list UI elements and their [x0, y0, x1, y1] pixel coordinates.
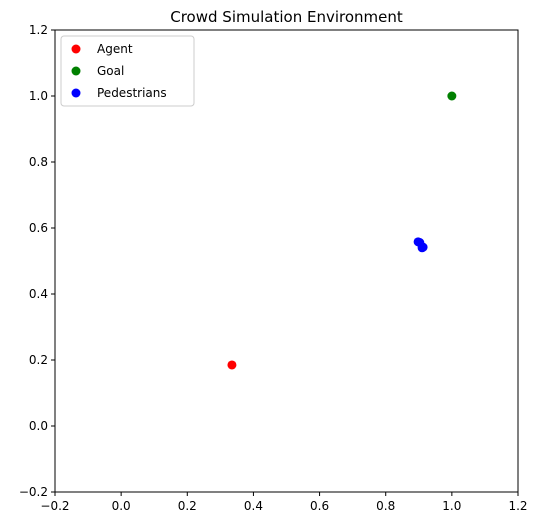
x-tick-label: 0.4	[244, 499, 263, 513]
agent-point	[227, 360, 237, 370]
y-tick-label: 0.6	[29, 221, 48, 235]
legend-label-goal: Goal	[97, 64, 124, 78]
goal-point	[447, 91, 457, 101]
series-goal	[447, 91, 457, 101]
data-points	[227, 91, 457, 370]
y-tick-label: 1.0	[29, 89, 48, 103]
x-tick-label: 0.6	[310, 499, 329, 513]
y-tick-label: 1.2	[29, 23, 48, 37]
x-axis: −0.2 0.0 0.2 0.4 0.6 0.8 1.0 1.2	[40, 492, 528, 513]
legend-marker-pedestrians	[71, 88, 81, 98]
legend-label-pedestrians: Pedestrians	[97, 86, 167, 100]
legend-marker-goal	[71, 66, 81, 76]
x-tick-label: −0.2	[40, 499, 69, 513]
pedestrians-point	[418, 242, 428, 252]
x-tick-label: 0.0	[112, 499, 131, 513]
y-tick-label: 0.0	[29, 419, 48, 433]
legend-box	[60, 35, 195, 107]
y-tick-label: −0.2	[19, 485, 48, 499]
x-tick-label: 1.2	[508, 499, 527, 513]
y-tick-label: 0.2	[29, 353, 48, 367]
legend: Agent Goal Pedestrians	[60, 35, 195, 107]
x-tick-label: 0.2	[178, 499, 197, 513]
legend-marker-agent	[71, 44, 81, 54]
x-tick-label: 1.0	[442, 499, 461, 513]
y-axis: −0.2 0.0 0.2 0.4 0.6 0.8 1.0 1.2	[19, 23, 55, 499]
y-tick-label: 0.4	[29, 287, 48, 301]
y-tick-label: 0.8	[29, 155, 48, 169]
chart-title: Crowd Simulation Environment	[170, 8, 403, 26]
x-tick-label: 0.8	[376, 499, 395, 513]
plot-frame	[54, 29, 519, 493]
series-agent	[227, 360, 237, 370]
legend-label-agent: Agent	[97, 42, 133, 56]
series-pedestrians	[413, 237, 428, 253]
